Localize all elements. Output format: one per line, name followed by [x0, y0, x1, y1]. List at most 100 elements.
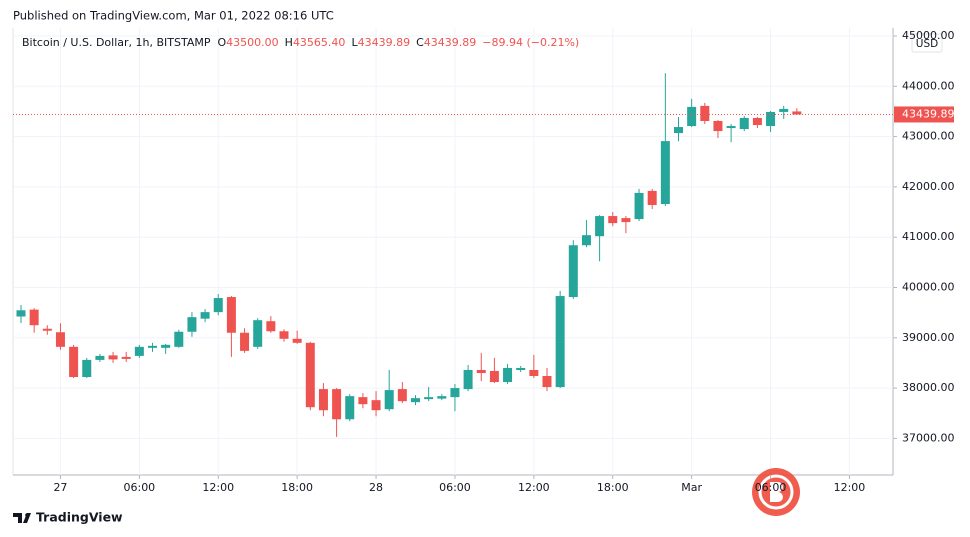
candle-body: [318, 389, 328, 411]
y-tick-label: 40000.00: [902, 280, 955, 293]
legend-ohlc-value: 43565.40: [293, 36, 346, 49]
candle-body: [489, 370, 499, 383]
candle-body: [226, 297, 236, 333]
candle-body: [161, 344, 171, 348]
candle-body: [108, 355, 118, 360]
candle-body: [555, 296, 565, 388]
x-tick-label: 12:00: [518, 481, 550, 494]
candle-body: [187, 317, 197, 332]
legend-ohlc-value: 43439.89: [424, 36, 477, 49]
legend-ohlc-label: H: [285, 36, 293, 49]
legend-symbol: Bitcoin / U.S. Dollar, 1h, BITSTAMP: [22, 36, 211, 49]
candle-body: [69, 346, 79, 378]
x-tick-label: 27: [53, 481, 67, 494]
candle-body: [450, 388, 460, 398]
legend-ohlc-value: 43439.89: [358, 36, 411, 49]
watermark-logo: [752, 468, 800, 516]
tv-icon-dot: [25, 513, 29, 517]
grid: [13, 28, 893, 475]
legend-ohlc-value: 43500.00: [226, 36, 279, 49]
legend-change: −89.94 (−0.21%): [482, 36, 579, 49]
candle-body: [266, 321, 276, 332]
candle-body: [121, 356, 131, 359]
logo-glyph: [770, 482, 783, 502]
candle-body: [647, 190, 657, 205]
candle-body: [739, 117, 749, 130]
candle-body: [476, 369, 486, 373]
candle-body: [463, 369, 473, 390]
candle-body: [358, 397, 368, 405]
y-tick-label: 38000.00: [902, 381, 955, 394]
candle-body: [397, 389, 407, 402]
logo-ring: [758, 474, 794, 510]
candle-body: [516, 367, 526, 370]
legend-ohlc-label: O: [217, 36, 226, 49]
candle-body: [305, 342, 315, 408]
y-tick-label: 41000.00: [902, 230, 955, 243]
footer-logo: [13, 513, 31, 523]
candle-body: [581, 235, 591, 246]
currency-label: USD: [916, 38, 938, 50]
candle-body: [660, 141, 670, 204]
candle-body: [503, 367, 513, 383]
candle-body: [779, 108, 789, 112]
y-tick-label: 43000.00: [902, 130, 955, 143]
candle-body: [542, 376, 552, 388]
candle-body: [568, 245, 578, 298]
candle-body: [674, 127, 683, 134]
last-price-label: 43439.89: [902, 107, 955, 120]
candle-body: [529, 369, 539, 377]
legend-text: Bitcoin / U.S. Dollar, 1h, BITSTAMP O4350…: [22, 36, 579, 49]
legend: Bitcoin / U.S. Dollar, 1h, BITSTAMP O4350…: [22, 36, 579, 49]
candle-body: [726, 126, 736, 129]
candle-body: [174, 331, 184, 347]
candle-body: [292, 338, 302, 343]
candle-body: [240, 332, 250, 351]
candle-body: [634, 192, 644, 220]
x-tick-label: 06:00: [439, 481, 471, 494]
candle-body: [29, 309, 39, 326]
candle-body: [766, 111, 776, 127]
candle-body: [253, 320, 263, 347]
candle-body: [148, 345, 157, 348]
candle-body: [55, 332, 65, 347]
x-tick-label: 18:00: [597, 481, 629, 494]
y-tick-label: 39000.00: [902, 331, 955, 344]
candle-body: [371, 400, 381, 411]
footer-brand: TradingView: [36, 510, 123, 525]
candle-body: [345, 396, 355, 420]
candle-body: [437, 396, 447, 399]
currency-box: [911, 33, 943, 53]
x-tick-label: 18:00: [281, 481, 313, 494]
candle-body: [792, 111, 802, 115]
legend-ohlc-label: L: [351, 36, 358, 49]
candle-body: [213, 298, 223, 313]
legend-ohlc-label: C: [416, 36, 424, 49]
x-tick-label: 28: [369, 481, 383, 494]
candle-body: [424, 397, 434, 400]
y-tick-label: 44000.00: [902, 79, 955, 92]
y-tick-label: 37000.00: [902, 431, 955, 444]
x-tick-label: 06:00: [755, 481, 787, 494]
candle-body: [700, 105, 710, 122]
candle-body: [687, 106, 697, 127]
candle-body: [713, 121, 723, 132]
x-tick-label: 12:00: [834, 481, 866, 494]
y-tick-label: 42000.00: [902, 180, 955, 193]
candle-body: [134, 346, 144, 356]
candle-body: [95, 355, 105, 360]
published-note: Published on TradingView.com, Mar 01, 20…: [13, 9, 334, 23]
candle-body: [200, 312, 210, 319]
y-tick-label: 45000.00: [902, 29, 955, 42]
candle-body: [608, 216, 618, 224]
x-tick-label: Mar: [681, 481, 702, 494]
x-tick-label: 12:00: [202, 481, 234, 494]
x-tick-label: 06:00: [123, 481, 155, 494]
candles: [16, 73, 802, 437]
candle-body: [752, 117, 762, 126]
candle-body: [16, 310, 26, 317]
last-price-box: [894, 106, 954, 123]
candle-body: [595, 216, 605, 237]
